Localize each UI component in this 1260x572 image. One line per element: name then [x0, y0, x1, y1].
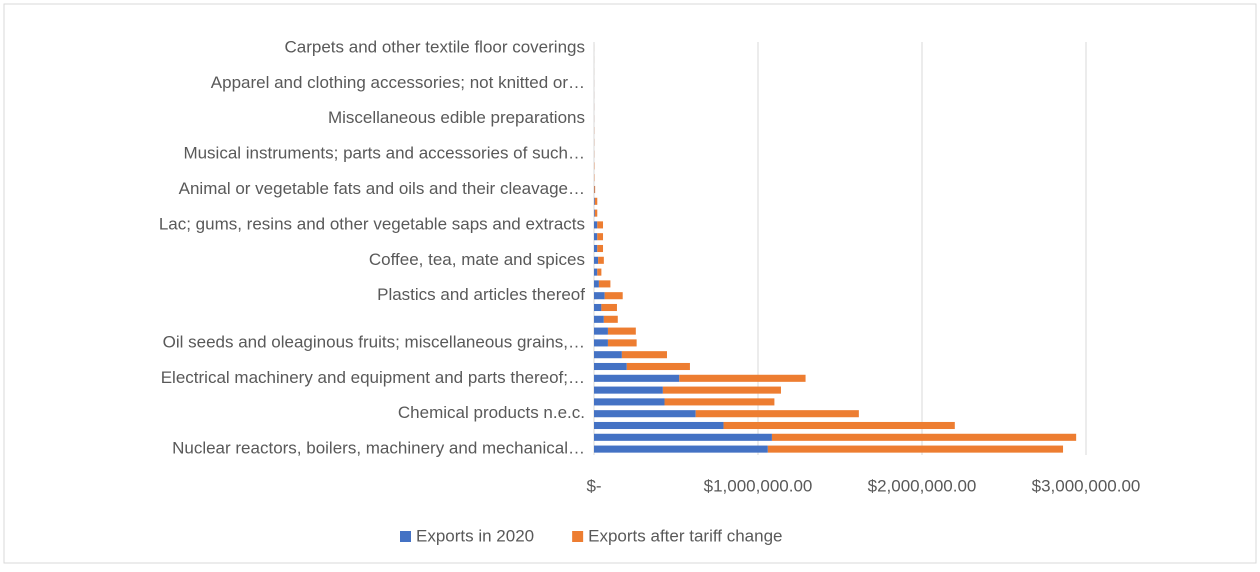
bar [594, 398, 665, 405]
bar [594, 221, 597, 228]
bar [594, 387, 663, 394]
bar [608, 339, 637, 346]
legend-label: Exports after tariff change [588, 526, 782, 545]
legend-label: Exports in 2020 [416, 526, 534, 545]
bar [599, 280, 610, 287]
bar [768, 446, 1063, 453]
y-tick-label: Apparel and clothing accessories; not kn… [211, 73, 585, 92]
bar [594, 292, 605, 299]
bar [594, 375, 679, 382]
x-tick-label: $2,000,000.00 [868, 476, 977, 495]
bar [594, 210, 595, 217]
bar [608, 328, 636, 335]
bar [594, 269, 597, 276]
y-tick-label: Plastics and articles thereof [377, 285, 585, 304]
bar [594, 186, 595, 193]
bar [594, 446, 768, 453]
y-tick-label: Musical instruments; parts and accessori… [183, 144, 585, 163]
bar [594, 257, 598, 264]
bar [597, 221, 603, 228]
x-tick-label: $1,000,000.00 [704, 476, 813, 495]
bar [604, 316, 618, 323]
bar [597, 233, 603, 240]
x-tick-label: $3,000,000.00 [1032, 476, 1141, 495]
bar [696, 410, 859, 417]
bar [594, 233, 597, 240]
bar [594, 339, 608, 346]
y-tick-label: Electrical machinery and equipment and p… [161, 368, 585, 387]
bar [594, 434, 772, 441]
bar [679, 375, 805, 382]
bar [622, 351, 667, 358]
bar [663, 387, 781, 394]
y-tick-label: Carpets and other textile floor covering… [285, 37, 586, 56]
bar [594, 304, 601, 311]
y-tick-label: Coffee, tea, mate and spices [369, 250, 585, 269]
y-tick-label: Nuclear reactors, boilers, machinery and… [172, 439, 585, 458]
bar [595, 198, 597, 205]
y-tick-label: Chemical products n.e.c. [398, 403, 585, 422]
bar [594, 351, 622, 358]
bar [594, 245, 597, 252]
bar [601, 304, 617, 311]
bar [598, 257, 604, 264]
y-tick-label: Miscellaneous edible preparations [328, 108, 585, 127]
x-tick-label: $- [586, 476, 601, 495]
bar [594, 422, 724, 429]
y-tick-label: Animal or vegetable fats and oils and th… [179, 179, 585, 198]
bar [772, 434, 1076, 441]
bar [594, 316, 604, 323]
bar [627, 363, 690, 370]
bar [605, 292, 623, 299]
y-tick-label: Lac; gums, resins and other vegetable sa… [159, 214, 585, 233]
bar [597, 269, 601, 276]
legend-swatch [572, 531, 583, 542]
legend-swatch [400, 531, 411, 542]
bar [724, 422, 955, 429]
bar [594, 328, 608, 335]
bar [595, 210, 597, 217]
bar [665, 398, 775, 405]
bar [594, 280, 599, 287]
bar [597, 245, 603, 252]
bar [594, 363, 627, 370]
bar [594, 198, 595, 205]
bar [594, 410, 696, 417]
y-tick-label: Oil seeds and oleaginous fruits; miscell… [163, 332, 585, 351]
